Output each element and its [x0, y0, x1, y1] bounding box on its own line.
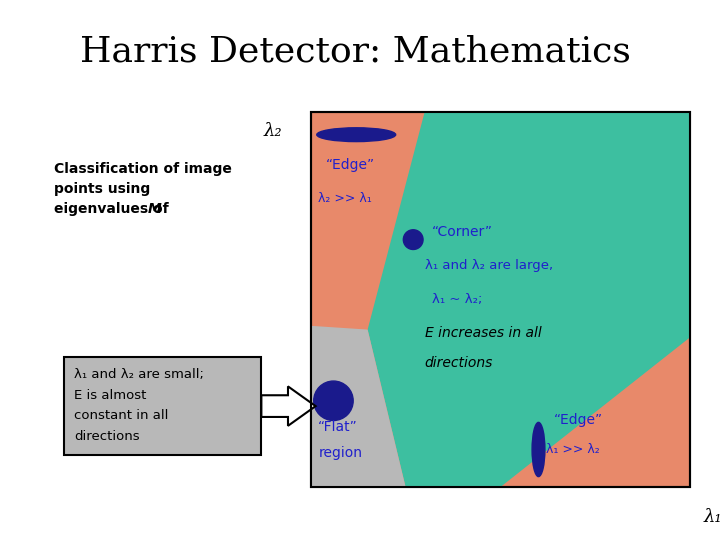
FancyArrow shape: [261, 387, 315, 426]
Text: “Edge”: “Edge”: [554, 413, 603, 427]
Text: M: M: [148, 202, 162, 216]
Text: :: :: [156, 202, 161, 216]
Text: λ₁ and λ₂ are small;: λ₁ and λ₂ are small;: [74, 368, 204, 381]
Circle shape: [403, 230, 423, 249]
Text: “Corner”: “Corner”: [432, 225, 493, 239]
Polygon shape: [368, 112, 690, 487]
Text: Harris Detector: Mathematics: Harris Detector: Mathematics: [80, 34, 631, 68]
Text: region: region: [318, 446, 362, 460]
Text: directions: directions: [74, 430, 140, 443]
Ellipse shape: [317, 128, 396, 141]
Text: constant in all: constant in all: [74, 409, 168, 422]
Circle shape: [314, 381, 354, 421]
Text: E increases in all: E increases in all: [425, 326, 541, 340]
Bar: [64, 357, 261, 455]
Text: eigenvalues of: eigenvalues of: [54, 202, 174, 216]
Text: λ₁ >> λ₂: λ₁ >> λ₂: [546, 443, 600, 456]
Text: λ₁ ~ λ₂;: λ₁ ~ λ₂;: [432, 293, 482, 306]
Text: Classification of image: Classification of image: [54, 163, 232, 177]
Text: λ₁: λ₁: [704, 508, 720, 526]
Text: “Edge”: “Edge”: [326, 158, 375, 172]
Text: “Flat”: “Flat”: [318, 420, 358, 434]
Ellipse shape: [532, 422, 545, 477]
Text: points using: points using: [54, 182, 150, 196]
Polygon shape: [310, 112, 690, 487]
Polygon shape: [310, 326, 405, 487]
Text: λ₁ and λ₂ are large,: λ₁ and λ₂ are large,: [425, 259, 553, 272]
Text: λ₂ >> λ₁: λ₂ >> λ₁: [318, 192, 372, 205]
Text: directions: directions: [425, 356, 493, 370]
Text: E is almost: E is almost: [74, 389, 146, 402]
Text: λ₂: λ₂: [264, 122, 282, 140]
